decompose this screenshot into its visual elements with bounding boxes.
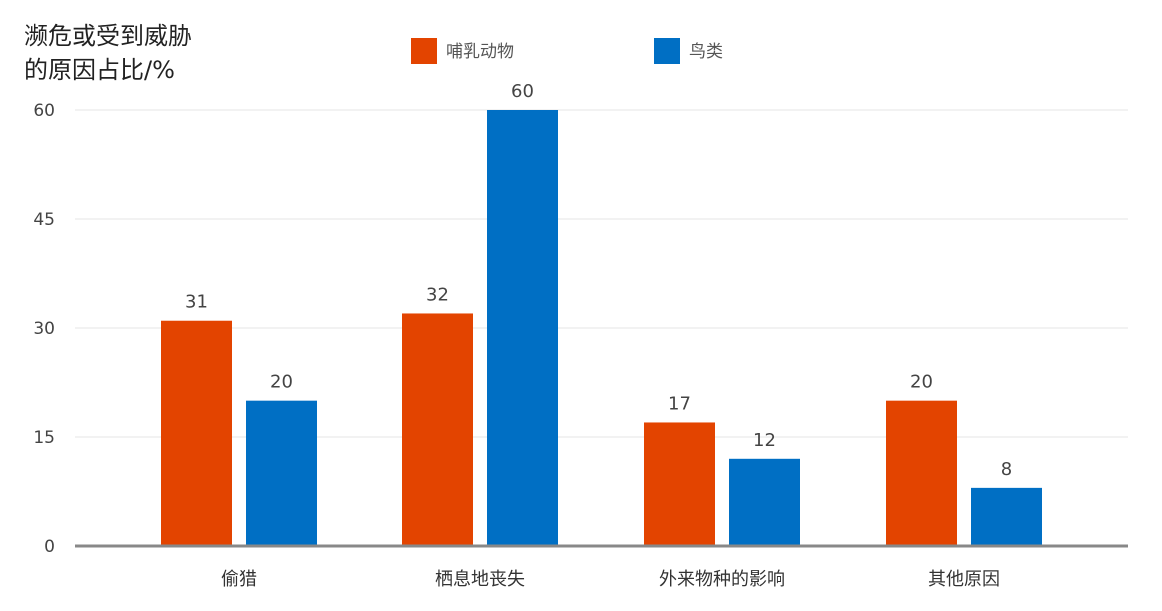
bar — [161, 320, 232, 546]
legend-label-mammals: 哺乳动物 — [446, 42, 514, 62]
bar — [487, 110, 558, 546]
y-tick-label: 60 — [33, 101, 55, 121]
category-labels: 偷猎 栖息地丧失 外来物种的影响 其他原因 — [221, 569, 1000, 590]
data-label: 32 — [426, 284, 449, 305]
gridlines — [75, 109, 1128, 438]
value-labels: 31 20 32 60 17 12 20 8 — [185, 81, 1012, 480]
bars — [161, 110, 1042, 546]
x-tick-label: 外来物种的影响 — [659, 569, 785, 590]
bar — [886, 400, 957, 546]
y-tick-label: 15 — [33, 428, 55, 448]
y-tick-label: 30 — [33, 319, 55, 339]
data-label: 20 — [270, 372, 293, 393]
x-tick-label: 栖息地丧失 — [435, 569, 525, 590]
legend-swatch-mammals — [411, 38, 437, 64]
x-tick-label: 其他原因 — [928, 569, 1000, 590]
legend-label-birds: 鸟类 — [689, 42, 723, 62]
data-label: 8 — [1001, 459, 1012, 480]
y-tick-labels: 0 15 30 45 60 — [33, 101, 55, 557]
y-tick-label: 45 — [33, 210, 55, 230]
data-label: 60 — [511, 81, 534, 102]
data-label: 31 — [185, 292, 208, 313]
legend-swatch-birds — [654, 38, 680, 64]
bar — [729, 458, 800, 546]
bar — [971, 487, 1042, 546]
bar — [402, 313, 473, 546]
y-axis-title-line-1: 濒危或受到威胁 — [24, 22, 192, 50]
data-label: 20 — [910, 372, 933, 393]
y-axis-title-line-2: 的原因占比/% — [24, 56, 175, 84]
legend: 哺乳动物 鸟类 — [411, 38, 723, 64]
data-label: 12 — [753, 430, 776, 451]
bar — [644, 422, 715, 546]
y-tick-label: 0 — [44, 537, 55, 557]
x-tick-label: 偷猎 — [221, 569, 257, 590]
bar — [246, 400, 317, 546]
data-label: 17 — [668, 393, 691, 414]
